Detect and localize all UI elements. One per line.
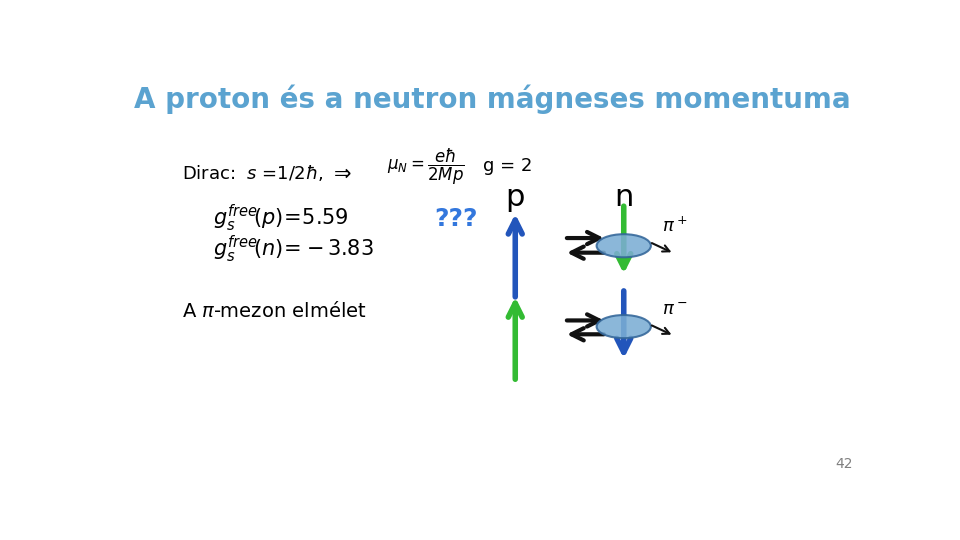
Text: p: p [506,183,525,212]
Text: $\pi^+$: $\pi^+$ [662,217,688,236]
Text: $\pi^-$: $\pi^-$ [662,301,688,319]
Text: n: n [614,183,634,212]
Text: 42: 42 [835,457,852,471]
Text: ???: ??? [434,207,477,231]
Ellipse shape [596,315,651,338]
Text: $\mu_N = \dfrac{e\hbar}{2Mp}$: $\mu_N = \dfrac{e\hbar}{2Mp}$ [388,146,466,186]
Text: Dirac:  $s$ =1/2$\hbar$,: Dirac: $s$ =1/2$\hbar$, [182,163,324,183]
Text: A $\pi$-mezon elmélet: A $\pi$-mezon elmélet [182,301,367,321]
Text: A proton és a neutron mágneses momentuma: A proton és a neutron mágneses momentuma [133,84,851,113]
Text: $g_s^{free}\!\left(p\right)\!=\!5.59$: $g_s^{free}\!\left(p\right)\!=\!5.59$ [213,203,348,234]
Text: g = 2: g = 2 [483,158,532,176]
Text: $g_s^{free}\!\left(n\right)\!=\!-3.83$: $g_s^{free}\!\left(n\right)\!=\!-3.83$ [213,234,373,265]
Text: $\Rightarrow$: $\Rightarrow$ [329,163,351,183]
Ellipse shape [596,234,651,257]
